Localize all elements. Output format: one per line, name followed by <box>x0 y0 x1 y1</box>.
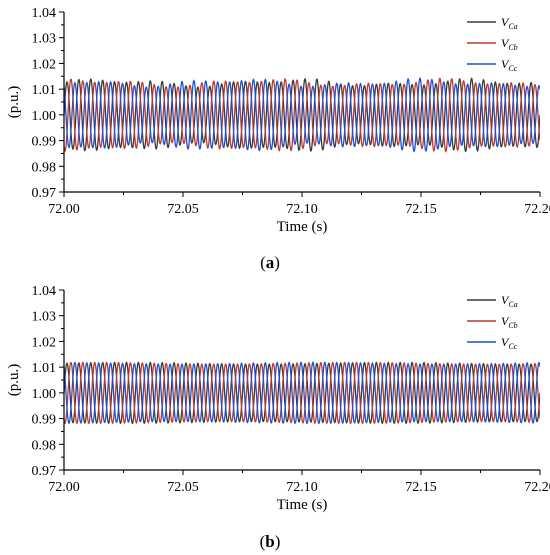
y-tick-label: 0.99 <box>32 413 57 428</box>
x-tick-label: 72.05 <box>167 480 199 495</box>
y-tick-label: 1.01 <box>32 83 57 98</box>
y-tick-label: 1.04 <box>32 6 57 21</box>
x-tick-label: 72.00 <box>48 480 80 495</box>
x-tick-label: 72.20 <box>524 202 550 217</box>
series-line-vca <box>64 77 540 153</box>
x-tick-label: 72.05 <box>167 202 199 217</box>
series-line-vcb <box>64 361 540 425</box>
x-tick-label: 72.10 <box>286 480 318 495</box>
legend-label-vcb: VCb <box>501 36 518 52</box>
legend: VCa VCb VCc <box>467 293 518 351</box>
x-axis-title: Time (s) <box>277 497 328 513</box>
legend-label-vca: VCa <box>501 293 518 309</box>
y-tick-label: 1.00 <box>32 109 57 124</box>
y-tick-label: 0.97 <box>32 464 57 479</box>
panel-label-b: (b) <box>260 532 281 551</box>
y-tick-label: 1.01 <box>32 361 57 376</box>
legend-label-vcc: VCc <box>501 335 518 351</box>
series-line-vcc <box>64 361 540 424</box>
chart-panel-b: 0.97 0.98 0.99 1.00 1.01 1.02 1.03 1.04 72.00 72.… <box>6 284 550 551</box>
y-tick-label: 1.02 <box>32 57 57 72</box>
y-tick-label: 0.98 <box>32 160 57 175</box>
series-line-vca <box>64 361 540 425</box>
series-line-vcc <box>64 76 540 153</box>
legend-label-vcb: VCb <box>501 314 518 330</box>
y-tick-label: 1.03 <box>32 310 57 325</box>
y-tick-label: 1.03 <box>32 32 57 47</box>
series-line-vcb <box>64 77 540 153</box>
y-axis-title: (p.u.) <box>6 364 22 397</box>
y-tick-label: 0.97 <box>32 186 57 201</box>
legend: VCa VCb VCc <box>467 15 518 73</box>
x-axis-title: Time (s) <box>277 219 328 235</box>
legend-label-vca: VCa <box>501 15 518 31</box>
chart-panel-a: 0.97 0.98 0.99 1.00 1.01 1.02 1.03 1.04 72.00 72.… <box>6 6 550 272</box>
y-tick-label: 1.02 <box>32 335 57 350</box>
panel-label-a: (a) <box>260 253 280 272</box>
y-tick-label: 0.98 <box>32 438 57 453</box>
x-tick-label: 72.10 <box>286 202 318 217</box>
x-tick-label: 72.20 <box>524 480 550 495</box>
y-axis-title: (p.u.) <box>6 86 22 119</box>
legend-label-vcc: VCc <box>501 57 518 73</box>
x-tick-label: 72.15 <box>405 480 437 495</box>
y-tick-label: 0.99 <box>32 135 57 150</box>
y-tick-label: 1.00 <box>32 387 57 402</box>
x-tick-label: 72.00 <box>48 202 80 217</box>
x-tick-label: 72.15 <box>405 202 437 217</box>
y-tick-label: 1.04 <box>32 284 57 299</box>
